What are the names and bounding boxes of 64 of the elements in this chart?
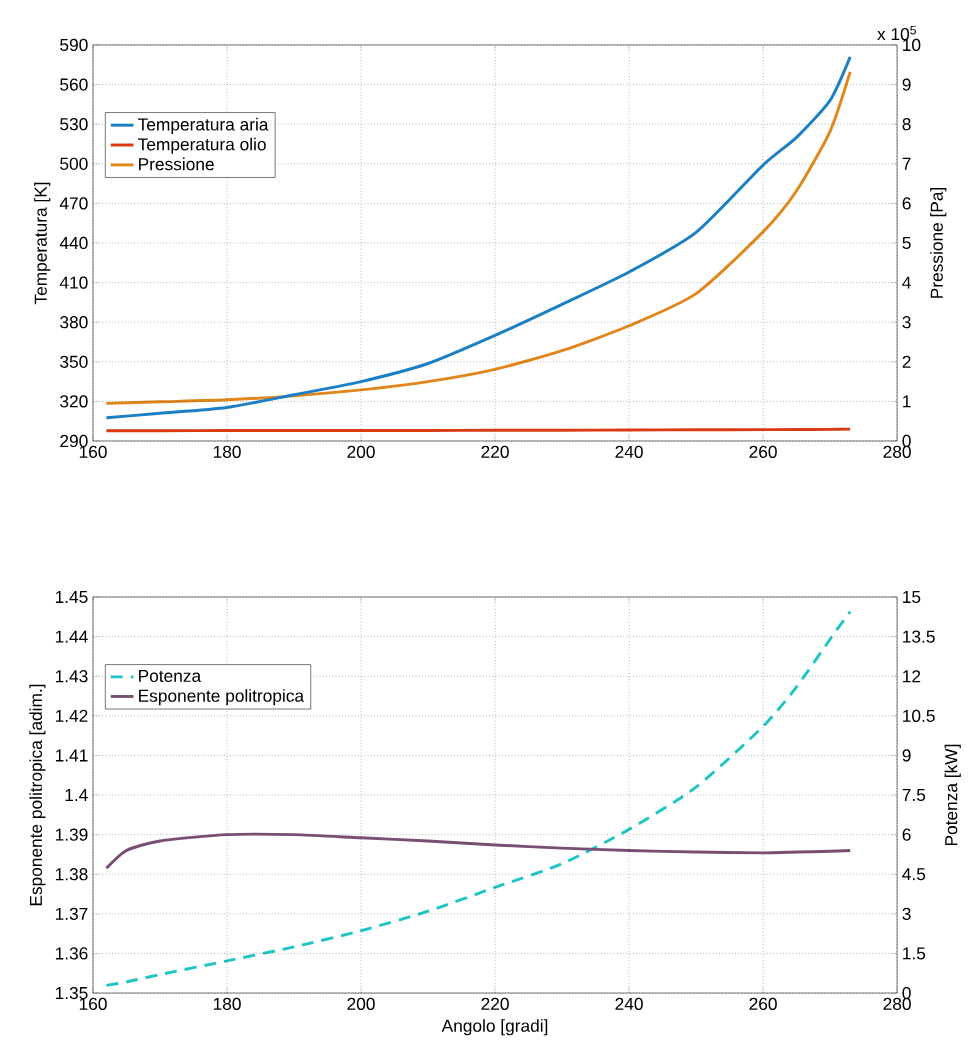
y-tick-label: 380 [60,316,88,329]
x-tick-label: 220 [481,445,509,458]
y-tick-label: 440 [59,236,88,250]
line-series [104,610,852,987]
y-tick-label: 1.36 [55,947,88,960]
x-tick-label: 180 [213,445,241,458]
y-tick-label: 410 [59,276,88,289]
y2-tick-label: 9 [902,749,911,762]
x-tick-label: 260 [749,445,777,458]
y-tick-label: 1.38 [55,868,88,881]
y2-axis-title: Pressione [Pa] [930,187,947,298]
y-tick-label: 1.41 [55,749,88,762]
y-tick-label: 530 [60,118,88,131]
y2-tick-label: 4.5 [902,868,926,881]
y-tick-label: 1.42 [55,709,88,722]
y2-tick-label: 13.5 [903,630,935,643]
legend-label: Temperatura olio [138,137,266,154]
y-tick-label: 350 [60,355,88,368]
y2-tick-label: 3 [902,907,911,920]
y-tick-label: 590 [60,38,88,52]
y2-tick-label: 8 [902,118,911,131]
y2-tick-label: 7 [902,157,911,170]
y-tick-label: 560 [60,78,88,91]
x-tick-label: 180 [213,997,241,1011]
x-tick-label: 220 [481,997,509,1011]
y-tick-label: 320 [60,395,88,408]
y-tick-label: 290 [60,434,88,448]
y-axis-title: Temperatura [K] [34,182,51,305]
y2-tick-label: 7.5 [902,789,926,802]
y2-tick-label: 12 [903,670,921,683]
y-tick-label: 1.37 [55,907,88,920]
y2-tick-label: 15 [903,590,921,604]
x-tick-label: 280 [883,445,911,458]
y-tick-label: 1.4 [65,789,88,801]
y2-tick-label: 4 [902,276,911,289]
y-tick-label: 1.45 [55,590,88,604]
x-tick-label: 240 [615,997,643,1011]
y2-tick-label: 6 [902,197,911,210]
y-axis-title: Esponente politropica [adim.] [29,684,46,906]
x-tick-label: 200 [347,997,375,1011]
y-tick-label: 1.44 [55,630,88,643]
y2-tick-label: 9 [902,78,911,91]
y-tick-label: 500 [60,157,88,170]
x-tick-label: 160 [79,445,107,458]
y2-tick-label: 10.5 [903,709,935,722]
y2-axis-title: Potenza [kW] [944,744,961,846]
y2-tick-label: 3 [902,316,911,329]
x-tick-label: 240 [615,445,643,458]
x-tick-label: 260 [749,997,777,1011]
line-series [104,832,852,870]
y2-tick-label: 6 [902,828,911,841]
y2-tick-label: 2 [902,355,911,368]
x-tick-label: 200 [347,445,375,458]
y2-tick-label: 1 [903,395,911,408]
legend-label: Esponente politropica [139,689,305,706]
y2-tick-label: 1.5 [903,947,926,960]
legend-label: Pressione [139,157,214,171]
y-tick-label: 1.39 [55,828,88,841]
legend-label: Potenza [139,669,202,683]
y2-tick-label: 5 [902,236,911,250]
legend-label: Temperatura aria [138,117,269,135]
y-tick-label: 1.43 [55,670,88,683]
x-axis-title: Angolo [gradi] [441,1019,548,1036]
y-tick-label: 470 [59,197,88,210]
